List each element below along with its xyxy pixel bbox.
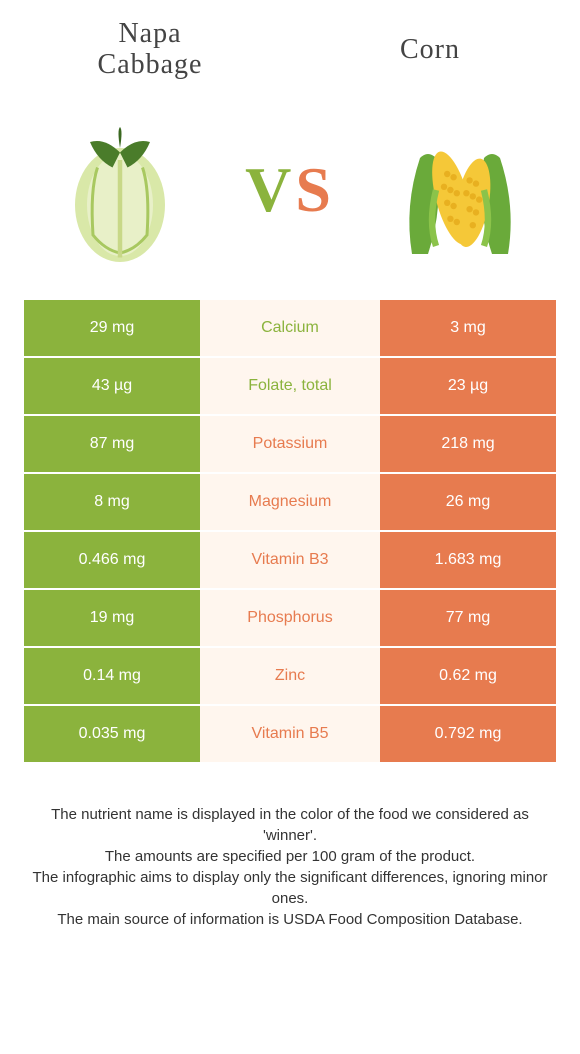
right-value: 218 mg (380, 416, 556, 472)
nutrient-name: Vitamin B5 (200, 706, 380, 762)
footer-line: The main source of information is USDA F… (30, 909, 550, 930)
corn-icon (370, 100, 550, 280)
vs-s: S (295, 154, 335, 225)
napa-cabbage-icon (30, 100, 210, 280)
food-left-title: NapaCabbage (40, 19, 260, 81)
footer-notes: The nutrient name is displayed in the co… (0, 764, 580, 930)
left-value: 0.466 mg (24, 532, 200, 588)
images-row: VS (0, 90, 580, 290)
table-row: 29 mgCalcium3 mg (24, 300, 556, 356)
left-value: 43 µg (24, 358, 200, 414)
left-value: 87 mg (24, 416, 200, 472)
table-row: 0.035 mgVitamin B50.792 mg (24, 706, 556, 762)
nutrient-name: Zinc (200, 648, 380, 704)
left-value: 8 mg (24, 474, 200, 530)
footer-line: The nutrient name is displayed in the co… (30, 804, 550, 846)
nutrient-name: Potassium (200, 416, 380, 472)
left-value: 0.035 mg (24, 706, 200, 762)
nutrient-name: Folate, total (200, 358, 380, 414)
nutrient-name: Phosphorus (200, 590, 380, 646)
right-value: 3 mg (380, 300, 556, 356)
nutrient-name: Calcium (200, 300, 380, 356)
nutrient-table: 29 mgCalcium3 mg43 µgFolate, total23 µg8… (24, 300, 556, 762)
table-row: 0.466 mgVitamin B31.683 mg (24, 532, 556, 588)
vs-v: V (245, 154, 295, 225)
left-value: 29 mg (24, 300, 200, 356)
right-value: 0.792 mg (380, 706, 556, 762)
vs-label: VS (245, 153, 335, 227)
right-value: 23 µg (380, 358, 556, 414)
right-value: 77 mg (380, 590, 556, 646)
table-row: 0.14 mgZinc0.62 mg (24, 648, 556, 704)
footer-line: The amounts are specified per 100 gram o… (30, 846, 550, 867)
nutrient-name: Magnesium (200, 474, 380, 530)
right-value: 1.683 mg (380, 532, 556, 588)
right-value: 0.62 mg (380, 648, 556, 704)
nutrient-name: Vitamin B3 (200, 532, 380, 588)
table-row: 8 mgMagnesium26 mg (24, 474, 556, 530)
food-right-title: Corn (320, 35, 540, 66)
right-value: 26 mg (380, 474, 556, 530)
footer-line: The infographic aims to display only the… (30, 867, 550, 909)
table-row: 87 mgPotassium218 mg (24, 416, 556, 472)
left-value: 19 mg (24, 590, 200, 646)
table-row: 43 µgFolate, total23 µg (24, 358, 556, 414)
table-row: 19 mgPhosphorus77 mg (24, 590, 556, 646)
left-value: 0.14 mg (24, 648, 200, 704)
header: NapaCabbage Corn (0, 0, 580, 90)
